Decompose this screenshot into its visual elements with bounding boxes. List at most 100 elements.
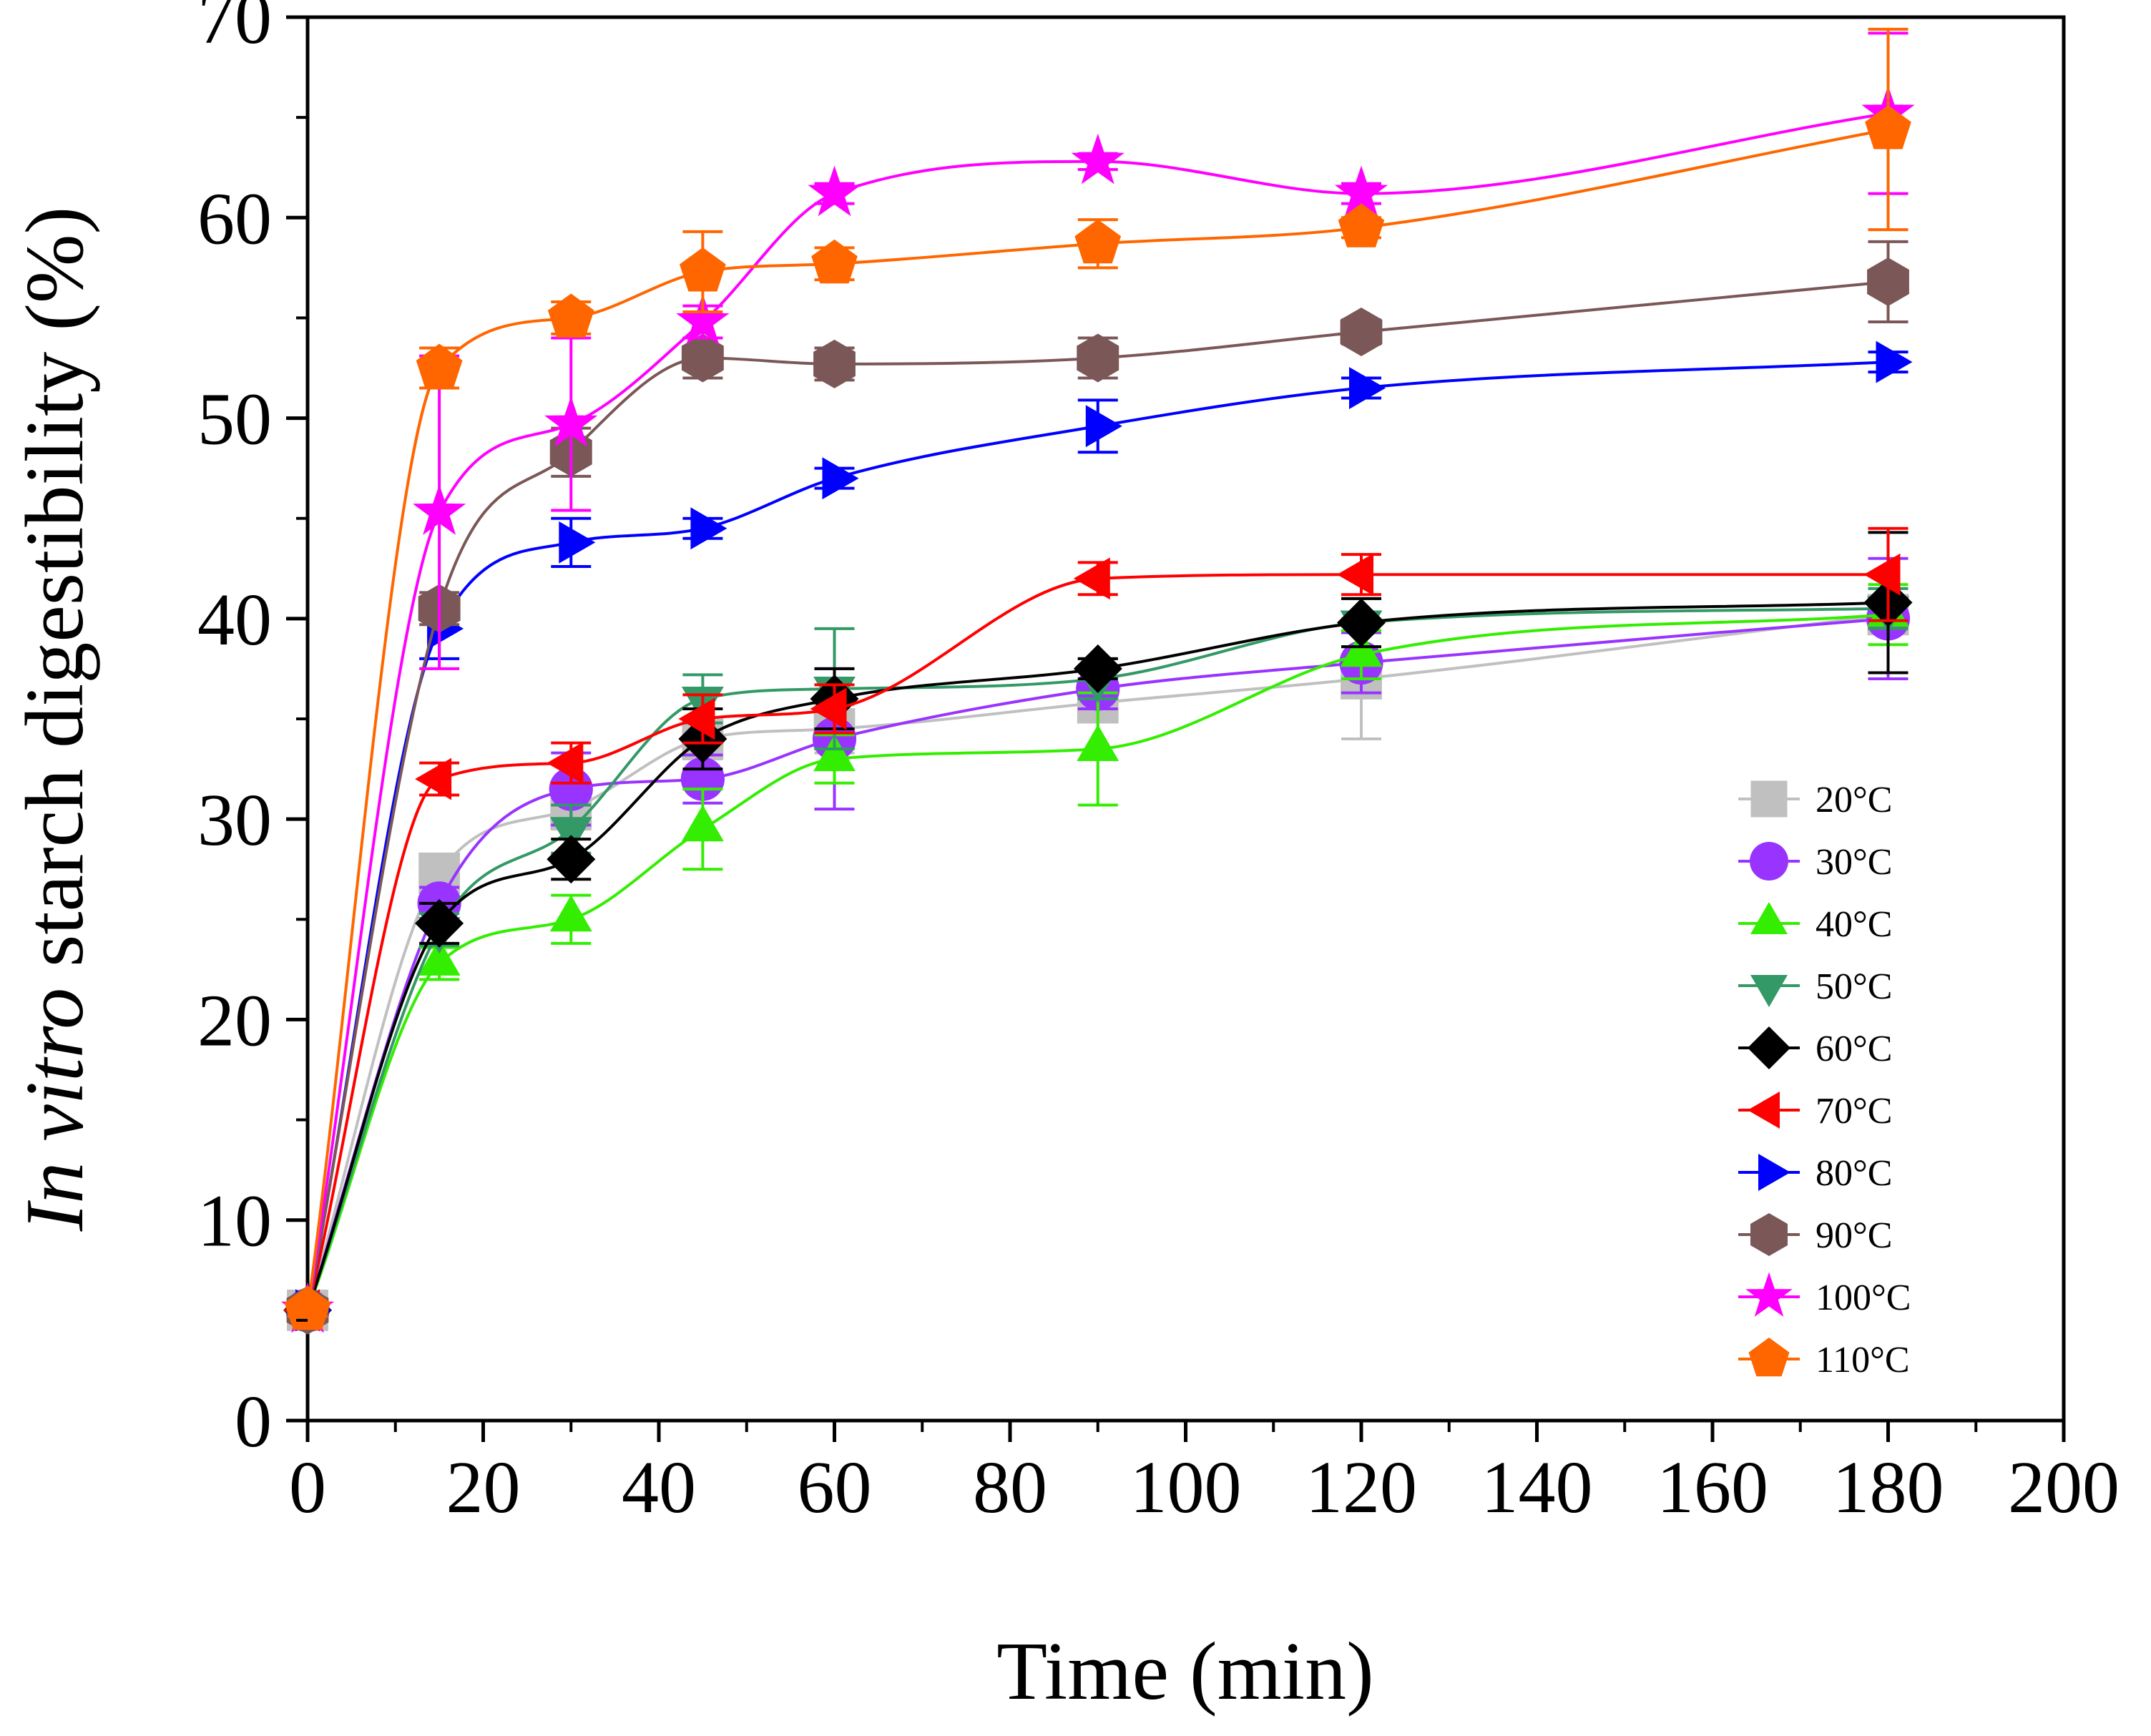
legend-item: 70°C — [1738, 1091, 1892, 1132]
data-point — [808, 165, 861, 217]
data-point — [415, 898, 464, 948]
data-point — [412, 484, 466, 535]
x-tick-label: 60 — [798, 1446, 872, 1529]
y-tick-label: 20 — [197, 979, 272, 1061]
legend-marker — [1748, 1092, 1780, 1129]
x-axis-title: Time (min) — [996, 1626, 1373, 1717]
series-90CC — [286, 240, 1909, 1335]
legend-label: 90°C — [1816, 1215, 1892, 1256]
legend-label: 40°C — [1816, 904, 1892, 945]
legend-item: 90°C — [1738, 1213, 1892, 1256]
data-point — [1867, 258, 1909, 306]
x-tick-label: 100 — [1130, 1446, 1242, 1529]
x-tick-label: 180 — [1833, 1446, 1944, 1529]
y-axis-title: In vitro starch digestibility (%) — [9, 207, 101, 1232]
data-point — [284, 1285, 331, 1330]
data-point — [549, 895, 592, 932]
x-tick-label: 160 — [1657, 1446, 1768, 1529]
series-line — [306, 128, 1888, 1311]
y-tick-label: 0 — [235, 1381, 272, 1463]
legend-label: 110°C — [1816, 1340, 1910, 1381]
y-tick-label: 70 — [197, 0, 272, 59]
legend-label: 50°C — [1816, 966, 1892, 1007]
legend-marker — [1750, 842, 1788, 881]
x-tick-label: 140 — [1481, 1446, 1593, 1529]
data-point — [1340, 630, 1383, 667]
series-line — [306, 280, 1888, 1311]
x-tick-label: 80 — [973, 1446, 1047, 1529]
series-100CC — [280, 31, 1915, 1333]
x-tick-label: 0 — [289, 1446, 326, 1529]
data-point — [811, 239, 858, 284]
legend-marker — [1750, 1213, 1788, 1256]
legend-label: 30°C — [1816, 842, 1892, 883]
data-point — [1337, 598, 1386, 647]
y-tick-label: 30 — [197, 779, 272, 861]
data-point — [690, 507, 727, 550]
legend-marker — [1748, 1026, 1790, 1069]
data-point — [681, 333, 724, 383]
data-point — [1071, 133, 1125, 185]
data-point — [1073, 644, 1122, 693]
series-line — [306, 112, 1888, 1311]
legend-item: 100°C — [1738, 1272, 1911, 1318]
data-point — [547, 835, 596, 884]
legend-marker — [1750, 902, 1788, 934]
data-point — [1085, 405, 1122, 448]
data-point — [418, 938, 461, 976]
legend-label: 70°C — [1816, 1091, 1892, 1132]
data-point — [678, 697, 715, 740]
x-axis: 0 20 40 60 80 100 120 140 160 180 200 — [289, 1421, 2120, 1529]
y-axis-title-rest: starch digestibility (%) — [9, 207, 101, 988]
x-tick-label: 120 — [1305, 1446, 1417, 1529]
legend-item: 40°C — [1738, 902, 1892, 945]
legend-item: 50°C — [1738, 966, 1892, 1007]
data-point — [1876, 340, 1913, 383]
x-tick-label: 40 — [622, 1446, 696, 1529]
data-point — [1338, 203, 1385, 247]
legend-item: 20°C — [1738, 780, 1892, 820]
legend: 20°C 30°C 40°C 50°C 60°C 70°C 80°C 90°C 100°C 110… — [1738, 780, 1911, 1381]
y-axis: 0 10 20 30 40 50 60 70 — [197, 0, 308, 1463]
plot-area — [305, 15, 2066, 1423]
series-layer — [280, 27, 1915, 1335]
data-point — [1077, 333, 1119, 383]
data-point — [813, 735, 856, 772]
legend-item: 80°C — [1738, 1153, 1892, 1194]
data-point — [1077, 725, 1119, 761]
y-axis-title-italic: In vitro — [9, 988, 101, 1232]
x-tick-label: 20 — [446, 1446, 521, 1529]
series-110CC — [284, 27, 1911, 1330]
data-point — [547, 742, 584, 785]
data-point — [1865, 105, 1911, 149]
data-point — [415, 757, 452, 800]
data-point — [813, 339, 856, 388]
data-point — [544, 396, 598, 447]
data-point — [1337, 553, 1373, 596]
data-point — [416, 343, 463, 388]
data-point — [681, 805, 724, 842]
legend-label: 100°C — [1816, 1278, 1911, 1318]
data-point — [547, 293, 594, 338]
data-point — [822, 457, 859, 500]
data-point — [1349, 367, 1386, 409]
data-point — [559, 521, 596, 564]
data-point — [1334, 165, 1388, 217]
data-point — [1073, 557, 1110, 600]
x-tick-label: 200 — [2008, 1446, 2120, 1529]
legend-item: 60°C — [1738, 1026, 1892, 1069]
y-tick-label: 60 — [197, 177, 272, 260]
data-point — [810, 687, 847, 730]
legend-label: 60°C — [1816, 1029, 1892, 1069]
legend-item: 110°C — [1738, 1338, 1910, 1381]
legend-item: 30°C — [1738, 842, 1892, 883]
legend-marker — [1748, 1338, 1790, 1377]
data-point — [1074, 219, 1122, 264]
data-point — [680, 247, 726, 292]
y-tick-label: 40 — [197, 579, 272, 661]
data-point — [676, 293, 730, 345]
legend-marker — [1745, 1272, 1793, 1317]
legend-marker — [1758, 1154, 1790, 1191]
legend-label: 80°C — [1816, 1153, 1892, 1194]
